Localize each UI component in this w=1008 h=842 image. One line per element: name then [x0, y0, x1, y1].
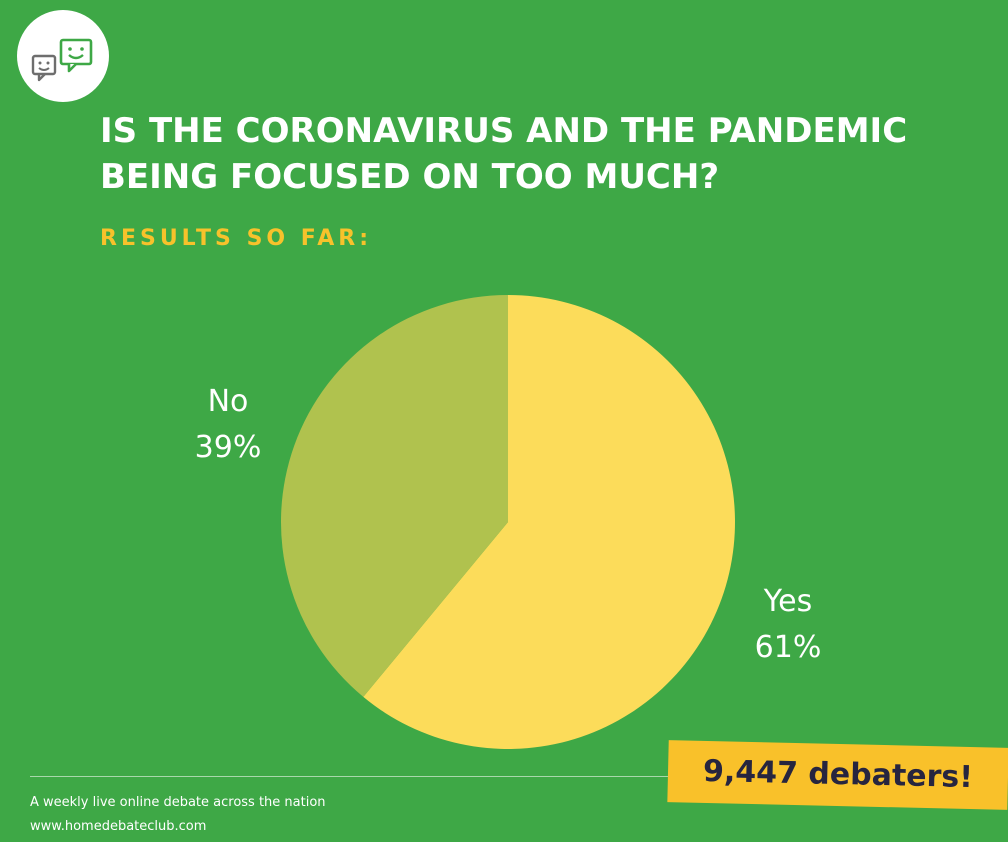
slice-label-no: No 39% [158, 379, 298, 471]
slice-label-no-value: 39% [194, 430, 262, 465]
chat-bubbles-smiley-icon [31, 38, 93, 82]
slice-label-yes-value: 61% [754, 630, 822, 665]
results-subtitle: RESULTS SO FAR: [100, 226, 373, 251]
title-line-1: IS THE CORONAVIRUS AND THE PANDEMIC [100, 111, 908, 151]
pie-slice-yes [363, 295, 735, 749]
pie-slice-no [280, 295, 508, 697]
debaters-count-badge: 9,447 debaters! [667, 740, 1008, 810]
slice-label-yes-name: Yes [763, 584, 813, 619]
debaters-count-text: 9,447 debaters! [702, 753, 974, 796]
slice-label-yes: Yes 61% [718, 579, 858, 671]
slice-label-no-name: No [207, 384, 249, 419]
page-title: IS THE CORONAVIRUS AND THE PANDEMIC BEIN… [100, 108, 1000, 200]
title-line-2: BEING FOCUSED ON TOO MUCH? [100, 157, 720, 197]
footer-divider [30, 776, 680, 777]
footer-tagline: A weekly live online debate across the n… [30, 795, 326, 810]
footer-url[interactable]: www.homedebateclub.com [30, 819, 207, 834]
logo [17, 10, 109, 102]
